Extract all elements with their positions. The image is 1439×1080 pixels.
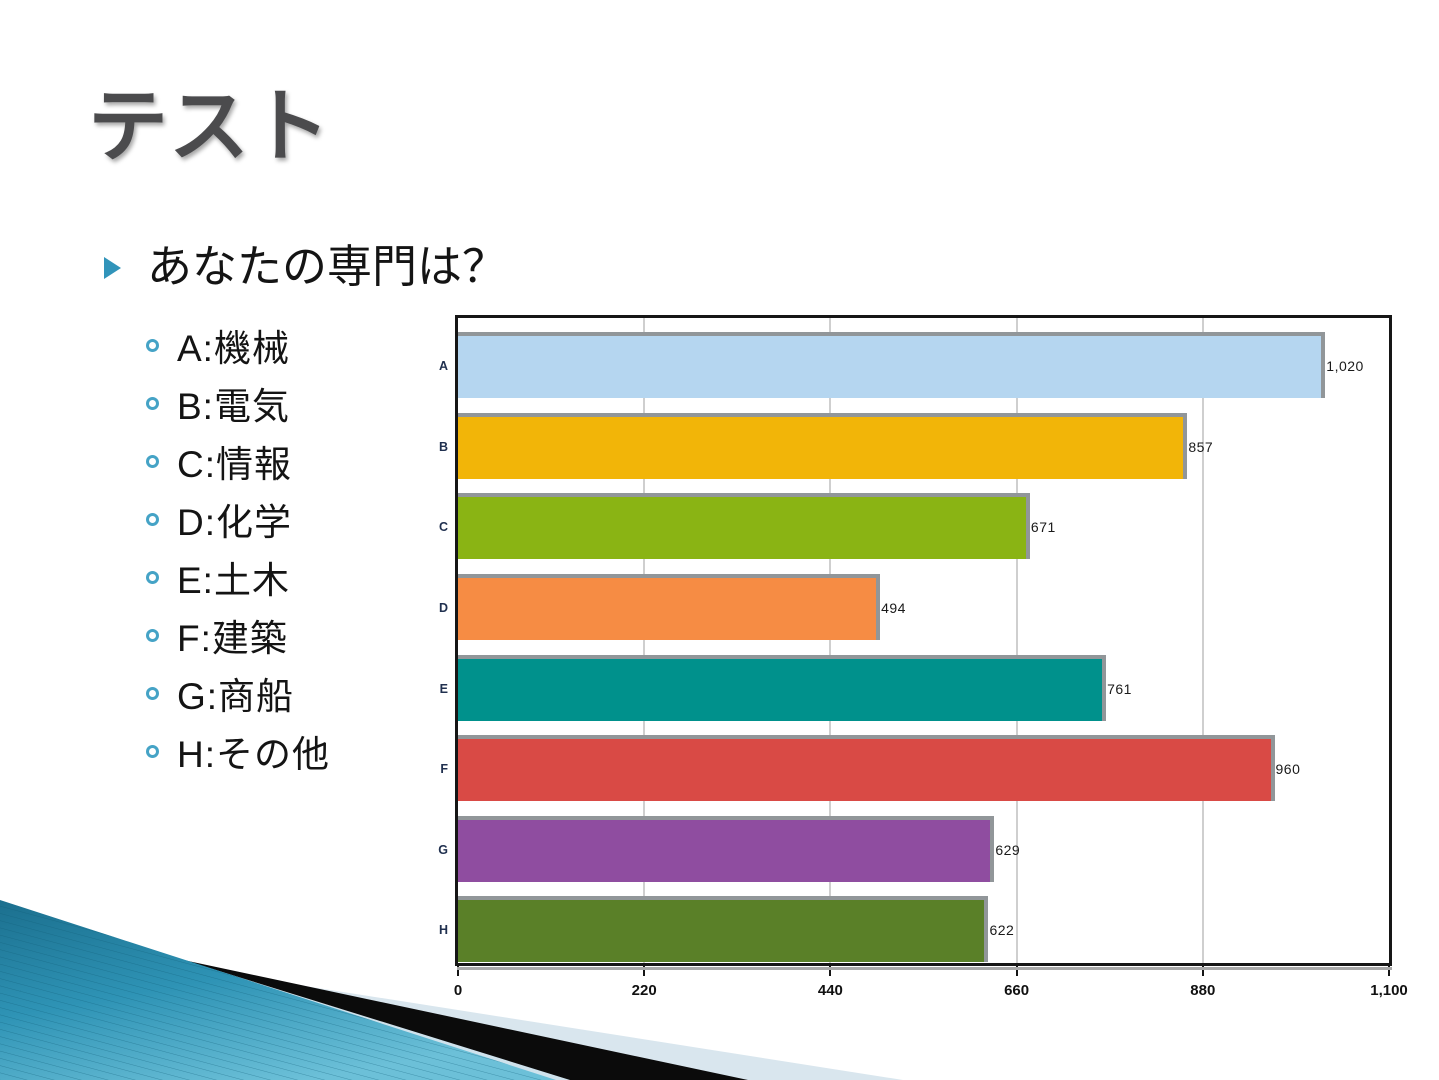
gridline <box>1201 318 1204 963</box>
main-bullet-text: あなたの専門は？ <box>147 241 508 292</box>
chart-value-label: 494 <box>881 599 906 616</box>
list-item-label: A:機械 <box>177 328 290 369</box>
chart-value-label: 857 <box>1188 438 1214 455</box>
list-item: D:化学 <box>146 490 330 548</box>
chart-category-label: B <box>438 439 448 454</box>
circle-bullet-icon <box>146 512 159 526</box>
chart-value-label: 761 <box>1107 680 1132 697</box>
circle-bullet-icon <box>146 338 159 352</box>
chart-plot-area: 0 220 440 660 880 1,100 A 1,020 B 857 C 671 D 494 E 761… <box>438 318 1408 999</box>
chart-value-label: 629 <box>995 841 1021 858</box>
list-item-label: F:建築 <box>177 618 288 659</box>
chart-bar-row: E 761 <box>440 641 1389 722</box>
x-axis-tick <box>1015 966 1018 976</box>
circle-bullet-icon <box>146 396 159 410</box>
main-bullet: あなたの専門は？ <box>104 242 507 292</box>
chart-bar <box>458 332 1326 398</box>
chart-bar-row: G 629 <box>438 802 1389 883</box>
list-item: B:電気 <box>146 374 330 432</box>
circle-bullet-icon <box>146 628 159 642</box>
chart-bar-row: B 857 <box>439 399 1389 480</box>
chart-bar <box>458 412 1188 479</box>
list-item-label: D:化学 <box>177 502 292 543</box>
chart-category-label: F <box>440 762 448 777</box>
x-axis-tick-label: 1,100 <box>1370 982 1408 999</box>
chart-category-label: C <box>438 520 448 535</box>
chart-bar-row: D 494 <box>439 560 1389 641</box>
chart-value-label: 622 <box>989 922 1015 939</box>
chart-bar-row: H 622 <box>439 882 1389 963</box>
gridline <box>1015 318 1018 963</box>
x-axis-shadow-line <box>457 967 1392 970</box>
chart-bar <box>458 493 1030 560</box>
chart-category-label: D <box>438 600 448 615</box>
chart-value-label: 960 <box>1275 761 1301 778</box>
list-item-label: E:土木 <box>177 560 290 601</box>
list-item: E:土木 <box>146 548 330 606</box>
x-axis-tick <box>1388 966 1390 976</box>
x-axis-tick-label: 440 <box>817 982 843 999</box>
chart-category-label: E <box>439 681 448 696</box>
chart-category-label: H <box>438 923 448 938</box>
chart-bar <box>458 896 989 963</box>
list-item: C:情報 <box>146 432 330 490</box>
chart-bar-row: C 671 <box>439 479 1389 560</box>
chart-bar-row: F 960 <box>440 721 1389 802</box>
list-item: H:その他 <box>146 722 330 780</box>
list-item-label: G:商船 <box>177 676 295 717</box>
chart-bar-row: A 1,020 <box>439 318 1389 399</box>
circle-bullet-icon <box>146 454 159 468</box>
chart-value-label: 671 <box>1030 519 1056 536</box>
page-title: テスト <box>88 82 331 171</box>
list-item: F:建築 <box>146 606 330 664</box>
chart-bar <box>458 573 881 640</box>
chart-bar <box>458 735 1275 802</box>
circle-bullet-icon <box>146 686 159 700</box>
x-axis-tick-label: 0 <box>453 982 463 999</box>
bullet-arrow-icon <box>104 257 121 279</box>
chart-value-label: 1,020 <box>1326 358 1364 374</box>
list-item: A:機械 <box>146 316 330 374</box>
gridline <box>829 318 832 963</box>
circle-bullet-icon <box>146 570 159 584</box>
list-item: G:商船 <box>146 664 330 722</box>
x-axis-tick-label: 880 <box>1190 982 1216 999</box>
gridline <box>643 318 646 963</box>
chart-bar <box>458 654 1107 721</box>
circle-bullet-icon <box>146 744 159 758</box>
chart-category-label: A <box>438 359 448 373</box>
chart-bar <box>458 815 995 882</box>
list-item-label: C:情報 <box>177 444 292 485</box>
x-axis-tick-label: 660 <box>1004 982 1030 999</box>
chart-category-label: G <box>438 842 448 857</box>
list-item-label: H:その他 <box>177 734 330 775</box>
x-axis-tick <box>1201 966 1204 976</box>
x-axis-tick-label: 220 <box>631 982 657 999</box>
bar-chart: 0 220 440 660 880 1,100 A 1,020 B 857 C 671 D 494 E 761… <box>438 315 1408 999</box>
list-item-label: B:電気 <box>177 386 290 427</box>
bullet-list: A:機械 B:電気 C:情報 D:化学 E:土木 F:建築 G:商船 H:その他 <box>146 316 330 780</box>
